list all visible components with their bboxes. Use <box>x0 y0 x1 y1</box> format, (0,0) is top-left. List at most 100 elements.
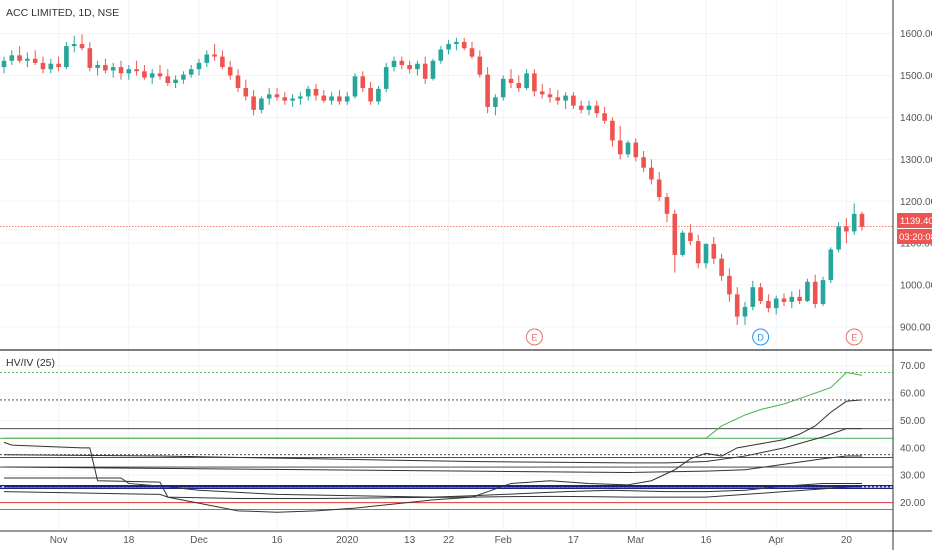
candle[interactable] <box>493 94 498 116</box>
candle[interactable] <box>17 46 22 63</box>
candle[interactable] <box>742 301 748 325</box>
candle[interactable] <box>766 294 771 313</box>
candle[interactable] <box>851 203 857 235</box>
candle[interactable] <box>352 73 358 99</box>
candle[interactable] <box>259 96 264 114</box>
candle[interactable] <box>415 60 420 76</box>
candle[interactable] <box>64 41 69 70</box>
candle[interactable] <box>1 56 7 74</box>
candle[interactable] <box>836 222 841 253</box>
candle[interactable] <box>251 90 256 116</box>
candle[interactable] <box>680 230 685 257</box>
candle[interactable] <box>594 100 600 118</box>
dividend-marker[interactable]: D <box>752 328 770 346</box>
candle[interactable] <box>454 37 459 51</box>
candle[interactable] <box>773 295 779 315</box>
candle[interactable] <box>859 211 865 231</box>
candle[interactable] <box>758 283 763 304</box>
candle[interactable] <box>305 85 311 101</box>
candle[interactable] <box>524 69 529 91</box>
candle[interactable] <box>844 218 849 244</box>
candle[interactable] <box>110 62 116 78</box>
candle[interactable] <box>274 88 280 101</box>
candle[interactable] <box>422 56 428 84</box>
candle[interactable] <box>789 291 795 309</box>
candle[interactable] <box>321 90 327 103</box>
candle[interactable] <box>204 50 210 68</box>
candle[interactable] <box>828 247 834 284</box>
candle[interactable] <box>188 64 194 78</box>
candle[interactable] <box>797 289 802 304</box>
candle[interactable] <box>711 236 717 265</box>
candle[interactable] <box>71 35 77 53</box>
candle[interactable] <box>571 92 576 110</box>
candle[interactable] <box>134 60 139 76</box>
candle[interactable] <box>719 253 724 281</box>
candle[interactable] <box>391 56 397 72</box>
candle[interactable] <box>227 60 233 80</box>
candle[interactable] <box>282 92 288 105</box>
candle[interactable] <box>547 88 553 103</box>
candle[interactable] <box>383 62 389 93</box>
candle[interactable] <box>555 90 561 105</box>
candle[interactable] <box>500 75 506 101</box>
candle[interactable] <box>196 58 202 76</box>
candle[interactable] <box>243 79 249 101</box>
candle[interactable] <box>446 39 451 55</box>
candle[interactable] <box>703 243 709 269</box>
candle[interactable] <box>672 209 678 273</box>
candle[interactable] <box>438 46 444 64</box>
candle[interactable] <box>376 85 381 105</box>
candle[interactable] <box>329 92 334 105</box>
candle[interactable] <box>407 60 412 74</box>
candle[interactable] <box>578 100 584 114</box>
candle[interactable] <box>812 274 818 309</box>
candle[interactable] <box>290 94 295 107</box>
candle[interactable] <box>532 69 537 97</box>
candle[interactable] <box>40 56 46 74</box>
candle[interactable] <box>820 276 826 307</box>
candle[interactable] <box>87 41 93 72</box>
candle[interactable] <box>750 280 756 311</box>
candle[interactable] <box>32 50 38 65</box>
candle[interactable] <box>298 92 303 105</box>
candle[interactable] <box>477 50 483 78</box>
candle[interactable] <box>430 58 436 81</box>
candle[interactable] <box>656 171 662 202</box>
candle[interactable] <box>461 37 467 51</box>
candle[interactable] <box>649 159 654 185</box>
candle[interactable] <box>165 69 171 86</box>
candle[interactable] <box>805 278 810 302</box>
candle[interactable] <box>625 140 631 158</box>
candle[interactable] <box>602 106 607 124</box>
candle[interactable] <box>610 117 615 147</box>
candle[interactable] <box>539 83 545 99</box>
candle[interactable] <box>781 293 787 307</box>
candle[interactable] <box>617 125 623 160</box>
candle[interactable] <box>399 56 405 70</box>
candle[interactable] <box>142 64 147 80</box>
candle[interactable] <box>313 83 319 101</box>
earnings-marker[interactable]: E <box>525 328 543 346</box>
candle[interactable] <box>508 69 514 89</box>
candle[interactable] <box>563 92 568 110</box>
candle[interactable] <box>48 58 54 74</box>
candle[interactable] <box>95 60 100 76</box>
candle[interactable] <box>695 234 701 269</box>
candle[interactable] <box>149 69 155 84</box>
candle[interactable] <box>344 92 350 105</box>
candle[interactable] <box>157 64 163 80</box>
candle[interactable] <box>734 287 740 325</box>
candle[interactable] <box>235 69 241 93</box>
candle[interactable] <box>126 64 132 80</box>
candle[interactable] <box>633 138 639 162</box>
earnings-marker[interactable]: E <box>845 328 863 346</box>
candle[interactable] <box>368 81 373 105</box>
candle[interactable] <box>103 58 108 74</box>
candle[interactable] <box>56 56 61 72</box>
candle[interactable] <box>485 67 490 114</box>
candles-layer[interactable] <box>1 34 865 325</box>
candle[interactable] <box>212 44 217 61</box>
